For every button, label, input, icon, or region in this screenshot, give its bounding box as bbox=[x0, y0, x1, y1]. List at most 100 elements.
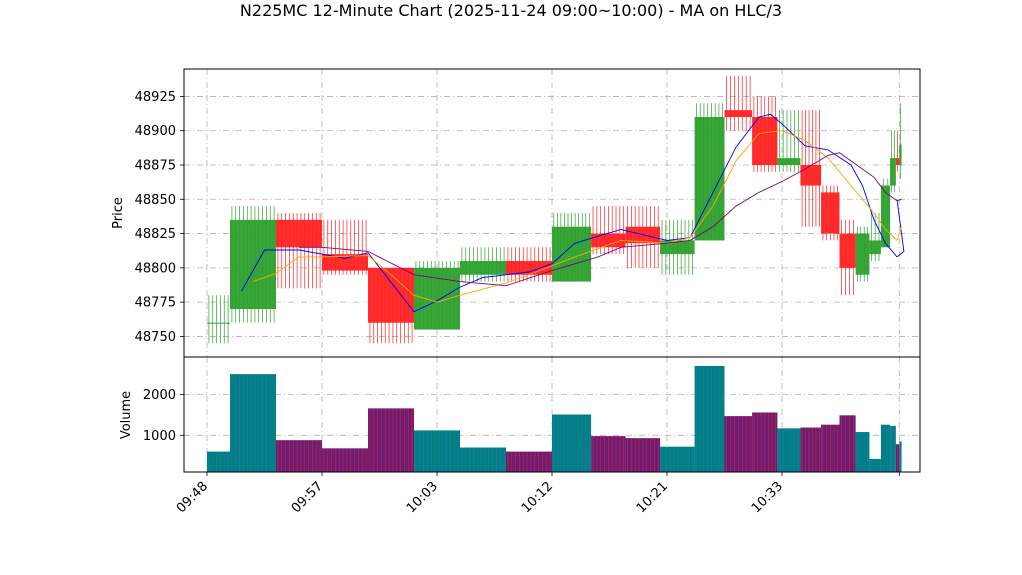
candle bbox=[839, 219, 856, 296]
candle bbox=[724, 75, 753, 131]
volume-bar-body bbox=[880, 424, 891, 472]
moving-averages bbox=[241, 113, 905, 313]
volume-bar bbox=[276, 440, 322, 472]
volume-bar-body bbox=[855, 432, 870, 472]
volume-bar bbox=[660, 446, 695, 472]
volume-bar bbox=[800, 427, 822, 472]
volume-bar bbox=[694, 365, 725, 472]
price-tick-label: 48825 bbox=[135, 227, 176, 242]
candle-body bbox=[552, 226, 592, 282]
volume-bar-body bbox=[777, 428, 801, 472]
volume-bar bbox=[777, 428, 801, 472]
volume-bar-body bbox=[276, 440, 322, 472]
volume-bar bbox=[368, 408, 414, 472]
volume-bar bbox=[839, 415, 856, 472]
volume-bar bbox=[899, 441, 902, 472]
candle bbox=[855, 226, 870, 282]
candle-body bbox=[591, 233, 626, 248]
volume-bar-body bbox=[460, 447, 506, 472]
chart-title: N225MC 12-Minute Chart (2025-11-24 09:00… bbox=[240, 1, 782, 20]
x-tick-label: 10:03 bbox=[404, 479, 441, 516]
volume-bar bbox=[207, 451, 230, 472]
price-tick-label: 48775 bbox=[135, 296, 176, 311]
candle bbox=[368, 267, 414, 344]
candle-body bbox=[855, 233, 870, 275]
candle bbox=[890, 130, 896, 193]
volume-bar bbox=[591, 436, 626, 472]
candle-body bbox=[724, 110, 753, 117]
candle bbox=[591, 206, 626, 255]
candle-body bbox=[660, 240, 695, 255]
x-tick-label: 09:48 bbox=[174, 479, 211, 516]
candle bbox=[869, 213, 881, 261]
volume-tick-label: 2000 bbox=[143, 388, 176, 403]
x-tick-label: 10:21 bbox=[634, 479, 671, 516]
volume-bar bbox=[752, 412, 778, 472]
volume-bar bbox=[460, 447, 506, 472]
candle-body bbox=[777, 158, 801, 165]
price-y-axis-label: Price bbox=[111, 197, 126, 229]
volume-bar bbox=[855, 432, 870, 472]
candle-body bbox=[414, 267, 460, 330]
candle bbox=[821, 185, 840, 241]
volume-panel: 1000 2000 Volume bbox=[119, 356, 921, 473]
volume-bar bbox=[821, 424, 840, 472]
volume-bar-body bbox=[322, 448, 368, 472]
volume-y-axis-label: Volume bbox=[119, 391, 134, 439]
candle bbox=[752, 96, 778, 172]
volume-bar bbox=[625, 438, 661, 472]
volume-bar bbox=[552, 414, 592, 472]
candle bbox=[625, 206, 661, 268]
candle bbox=[660, 219, 695, 275]
volume-bar bbox=[895, 444, 900, 472]
volume-bar bbox=[869, 458, 881, 472]
candle-body bbox=[800, 165, 822, 186]
volume-bar-body bbox=[694, 365, 725, 472]
candle-body bbox=[821, 192, 840, 234]
price-grid bbox=[184, 69, 920, 357]
candle bbox=[276, 213, 322, 289]
volume-bar-body bbox=[839, 415, 856, 472]
candle-body bbox=[890, 158, 896, 186]
candle bbox=[899, 103, 902, 179]
candle bbox=[207, 295, 230, 344]
price-tick-label: 48750 bbox=[135, 330, 176, 345]
volume-bar-body bbox=[414, 430, 460, 472]
candle-body bbox=[230, 219, 276, 309]
volume-bar-body bbox=[890, 425, 896, 472]
candle bbox=[460, 247, 506, 282]
moving-average-line-ma_mid bbox=[252, 130, 903, 303]
candle bbox=[777, 110, 801, 172]
candle-body bbox=[460, 261, 506, 275]
candle bbox=[880, 178, 891, 248]
x-tick-label: 10:12 bbox=[519, 479, 556, 516]
price-tick-label: 48800 bbox=[135, 261, 176, 276]
price-tick-label: 48900 bbox=[135, 124, 176, 139]
candle-body bbox=[506, 261, 552, 275]
volume-bar bbox=[880, 424, 891, 472]
moving-average-line-ma_slow bbox=[299, 152, 902, 287]
x-axis-ticks: 09:48 09:57 10:03 10:12 10:21 10:33 bbox=[174, 472, 900, 516]
price-tick-label: 48925 bbox=[135, 90, 176, 105]
volume-bar bbox=[724, 416, 753, 472]
candle-body bbox=[322, 254, 368, 271]
candle-body bbox=[368, 267, 414, 323]
volume-bar bbox=[322, 448, 368, 472]
volume-bar-body bbox=[506, 451, 552, 472]
volume-y-ticks: 1000 2000 bbox=[143, 388, 184, 444]
candle-body bbox=[207, 322, 230, 324]
volume-bar bbox=[414, 430, 460, 472]
price-panel: 48750 48775 48800 48825 48850 48875 48900 48925… bbox=[111, 68, 921, 358]
price-tick-label: 48875 bbox=[135, 159, 176, 174]
volume-bar-body bbox=[800, 427, 822, 472]
x-tick-label: 09:57 bbox=[289, 479, 326, 516]
price-candles bbox=[207, 75, 902, 344]
volume-bar-body bbox=[230, 374, 276, 472]
price-tick-label: 48850 bbox=[135, 193, 176, 208]
candle bbox=[414, 261, 460, 330]
volume-bars bbox=[207, 365, 902, 472]
candle-body bbox=[869, 240, 881, 255]
candle bbox=[230, 206, 276, 323]
candle-body bbox=[752, 117, 778, 165]
